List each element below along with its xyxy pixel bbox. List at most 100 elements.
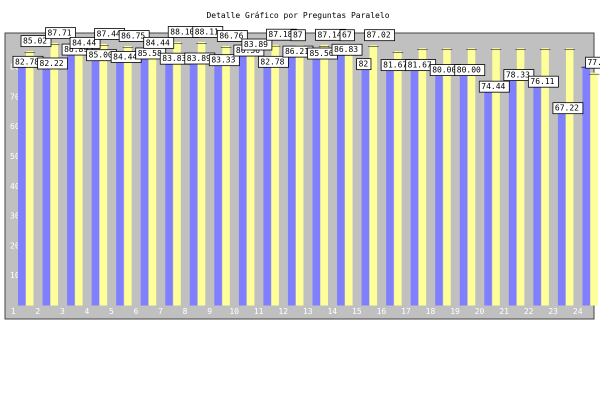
data-label: 87.14 — [318, 30, 342, 39]
bar — [369, 45, 378, 306]
data-label-box — [552, 102, 584, 115]
x-axis-ticks: 1 2 3 4 5 6 7 8 9 10 11 12 13 14 15 16 17 18 19 20 21 22 23 24 — [11, 307, 583, 316]
x-tick-label: 20 — [475, 307, 485, 316]
bar — [467, 48, 476, 306]
bar — [26, 51, 34, 306]
data-label: 87.71 — [48, 29, 72, 38]
data-label: 84.44 — [146, 38, 170, 47]
data-label: 76.11 — [530, 77, 554, 86]
x-tick-label: 14 — [327, 307, 337, 316]
data-label: 82.78 — [15, 57, 39, 66]
bar — [67, 45, 75, 306]
data-label-box — [364, 29, 395, 42]
data-label: 80.00 — [457, 66, 481, 75]
data-label: 85.02 — [23, 37, 47, 46]
bar — [287, 47, 296, 306]
data-label: 86.89 — [64, 45, 88, 54]
bar — [337, 45, 345, 306]
bar — [394, 51, 402, 306]
bar — [18, 57, 26, 306]
data-label-box — [20, 35, 52, 48]
data-label: 86.76 — [219, 31, 243, 40]
bar — [435, 66, 443, 306]
x-tick-label: 12 — [278, 307, 288, 316]
bar — [557, 104, 566, 306]
bar — [418, 48, 427, 306]
data-label: 77.78 — [587, 58, 600, 67]
data-label-box — [290, 29, 306, 42]
bar — [246, 54, 255, 306]
data-label: 85.58 — [138, 49, 162, 58]
bar — [238, 46, 247, 306]
data-label: 83.33 — [211, 56, 235, 65]
bar — [320, 44, 328, 306]
x-tick-label: 24 — [573, 307, 583, 316]
bar — [590, 72, 598, 306]
data-label: 87.44 — [97, 29, 121, 38]
bar — [165, 54, 173, 306]
bar — [508, 71, 517, 306]
data-label: 82 — [359, 60, 369, 69]
data-label-box — [45, 27, 76, 40]
bar — [516, 48, 525, 306]
data-label-box — [454, 64, 486, 76]
data-label: 86.83 — [334, 45, 358, 54]
data-label: 80.00 — [432, 66, 456, 75]
data-label: 86.56 — [236, 46, 260, 55]
bar — [484, 82, 492, 306]
x-tick-label: 2 — [35, 307, 40, 316]
bar — [42, 59, 51, 306]
data-label-box — [118, 30, 150, 42]
data-label: 78.33 — [506, 71, 530, 80]
x-tick-label: 15 — [352, 307, 362, 316]
bar — [197, 41, 206, 306]
bar — [263, 57, 271, 306]
bar — [345, 45, 353, 306]
data-label: 82.22 — [40, 59, 64, 68]
data-label-box — [143, 36, 175, 49]
data-label: 85.56 — [310, 49, 334, 58]
data-label: 67 — [342, 31, 352, 40]
data-label: 87 — [293, 31, 303, 40]
y-tick-label: 50 — [10, 152, 20, 161]
data-label: 88.10 — [170, 27, 194, 36]
bar — [459, 66, 468, 306]
bar — [214, 56, 222, 306]
bar — [75, 52, 83, 306]
data-label-box — [331, 43, 363, 56]
x-tick-label: 11 — [254, 307, 264, 316]
bar — [222, 45, 230, 306]
x-tick-label: 8 — [183, 307, 188, 316]
data-label: 86.75 — [121, 31, 145, 40]
data-label-box — [503, 69, 535, 81]
data-label: 83.83 — [162, 54, 186, 63]
y-tick-label: 70 — [10, 92, 20, 101]
bar — [173, 41, 181, 306]
bar — [91, 51, 100, 306]
bar — [99, 43, 108, 306]
bar — [124, 45, 132, 306]
data-label-box — [478, 80, 510, 93]
x-tick-label: 22 — [524, 307, 534, 316]
x-tick-label: 6 — [134, 307, 139, 316]
bar — [116, 52, 124, 306]
data-label-box — [258, 55, 289, 68]
bar — [361, 60, 370, 306]
bars-layer — [16, 41, 600, 306]
data-label: 83.89 — [244, 40, 268, 49]
data-label: 84.44 — [72, 38, 96, 47]
data-label: 84.44 — [113, 52, 137, 61]
bar — [492, 48, 500, 306]
bar — [410, 61, 419, 306]
bar — [533, 77, 541, 306]
bar — [443, 48, 451, 306]
x-tick-label: 19 — [450, 307, 460, 316]
x-tick-label: 3 — [60, 307, 65, 316]
y-tick-label: 20 — [10, 241, 20, 250]
y-tick-label: 10 — [10, 271, 20, 280]
bar — [541, 48, 549, 306]
data-label: 81.67 — [408, 61, 432, 70]
bar — [582, 66, 590, 306]
data-label: 88.11 — [195, 27, 219, 36]
